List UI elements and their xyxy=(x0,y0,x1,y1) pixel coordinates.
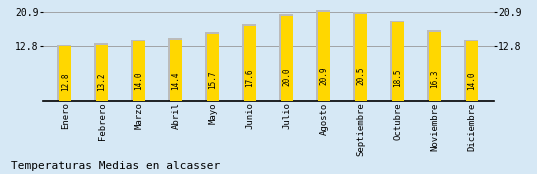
Bar xyxy=(96,45,108,101)
Bar xyxy=(170,40,182,101)
Bar xyxy=(392,22,404,101)
Text: 12.8: 12.8 xyxy=(61,73,70,91)
Bar xyxy=(390,21,404,101)
Bar xyxy=(427,30,441,101)
Text: 20.0: 20.0 xyxy=(282,67,292,86)
Bar xyxy=(466,41,478,101)
Text: 16.3: 16.3 xyxy=(430,70,439,88)
Bar xyxy=(279,14,293,101)
Bar xyxy=(463,40,478,101)
Bar xyxy=(133,41,145,101)
Bar xyxy=(429,32,441,101)
Text: 14.0: 14.0 xyxy=(467,72,476,90)
Bar xyxy=(94,43,108,101)
Text: 20.5: 20.5 xyxy=(357,67,366,85)
Bar xyxy=(316,10,330,101)
Bar xyxy=(59,46,71,101)
Text: 14.0: 14.0 xyxy=(135,72,143,90)
Text: 15.7: 15.7 xyxy=(208,70,217,89)
Text: 20.9: 20.9 xyxy=(320,66,329,85)
Bar xyxy=(318,12,330,101)
Bar xyxy=(205,32,219,101)
Bar xyxy=(242,24,256,101)
Bar xyxy=(353,12,367,101)
Text: 13.2: 13.2 xyxy=(98,72,107,91)
Bar xyxy=(207,34,219,101)
Text: 14.4: 14.4 xyxy=(171,71,180,90)
Text: Temperaturas Medias en alcasser: Temperaturas Medias en alcasser xyxy=(11,161,220,171)
Text: 17.6: 17.6 xyxy=(245,69,255,88)
Bar xyxy=(244,26,256,101)
Bar xyxy=(168,38,182,101)
Bar xyxy=(131,40,145,101)
Bar xyxy=(57,45,71,101)
Bar xyxy=(281,16,293,101)
Bar xyxy=(355,14,367,101)
Text: 18.5: 18.5 xyxy=(394,68,402,87)
